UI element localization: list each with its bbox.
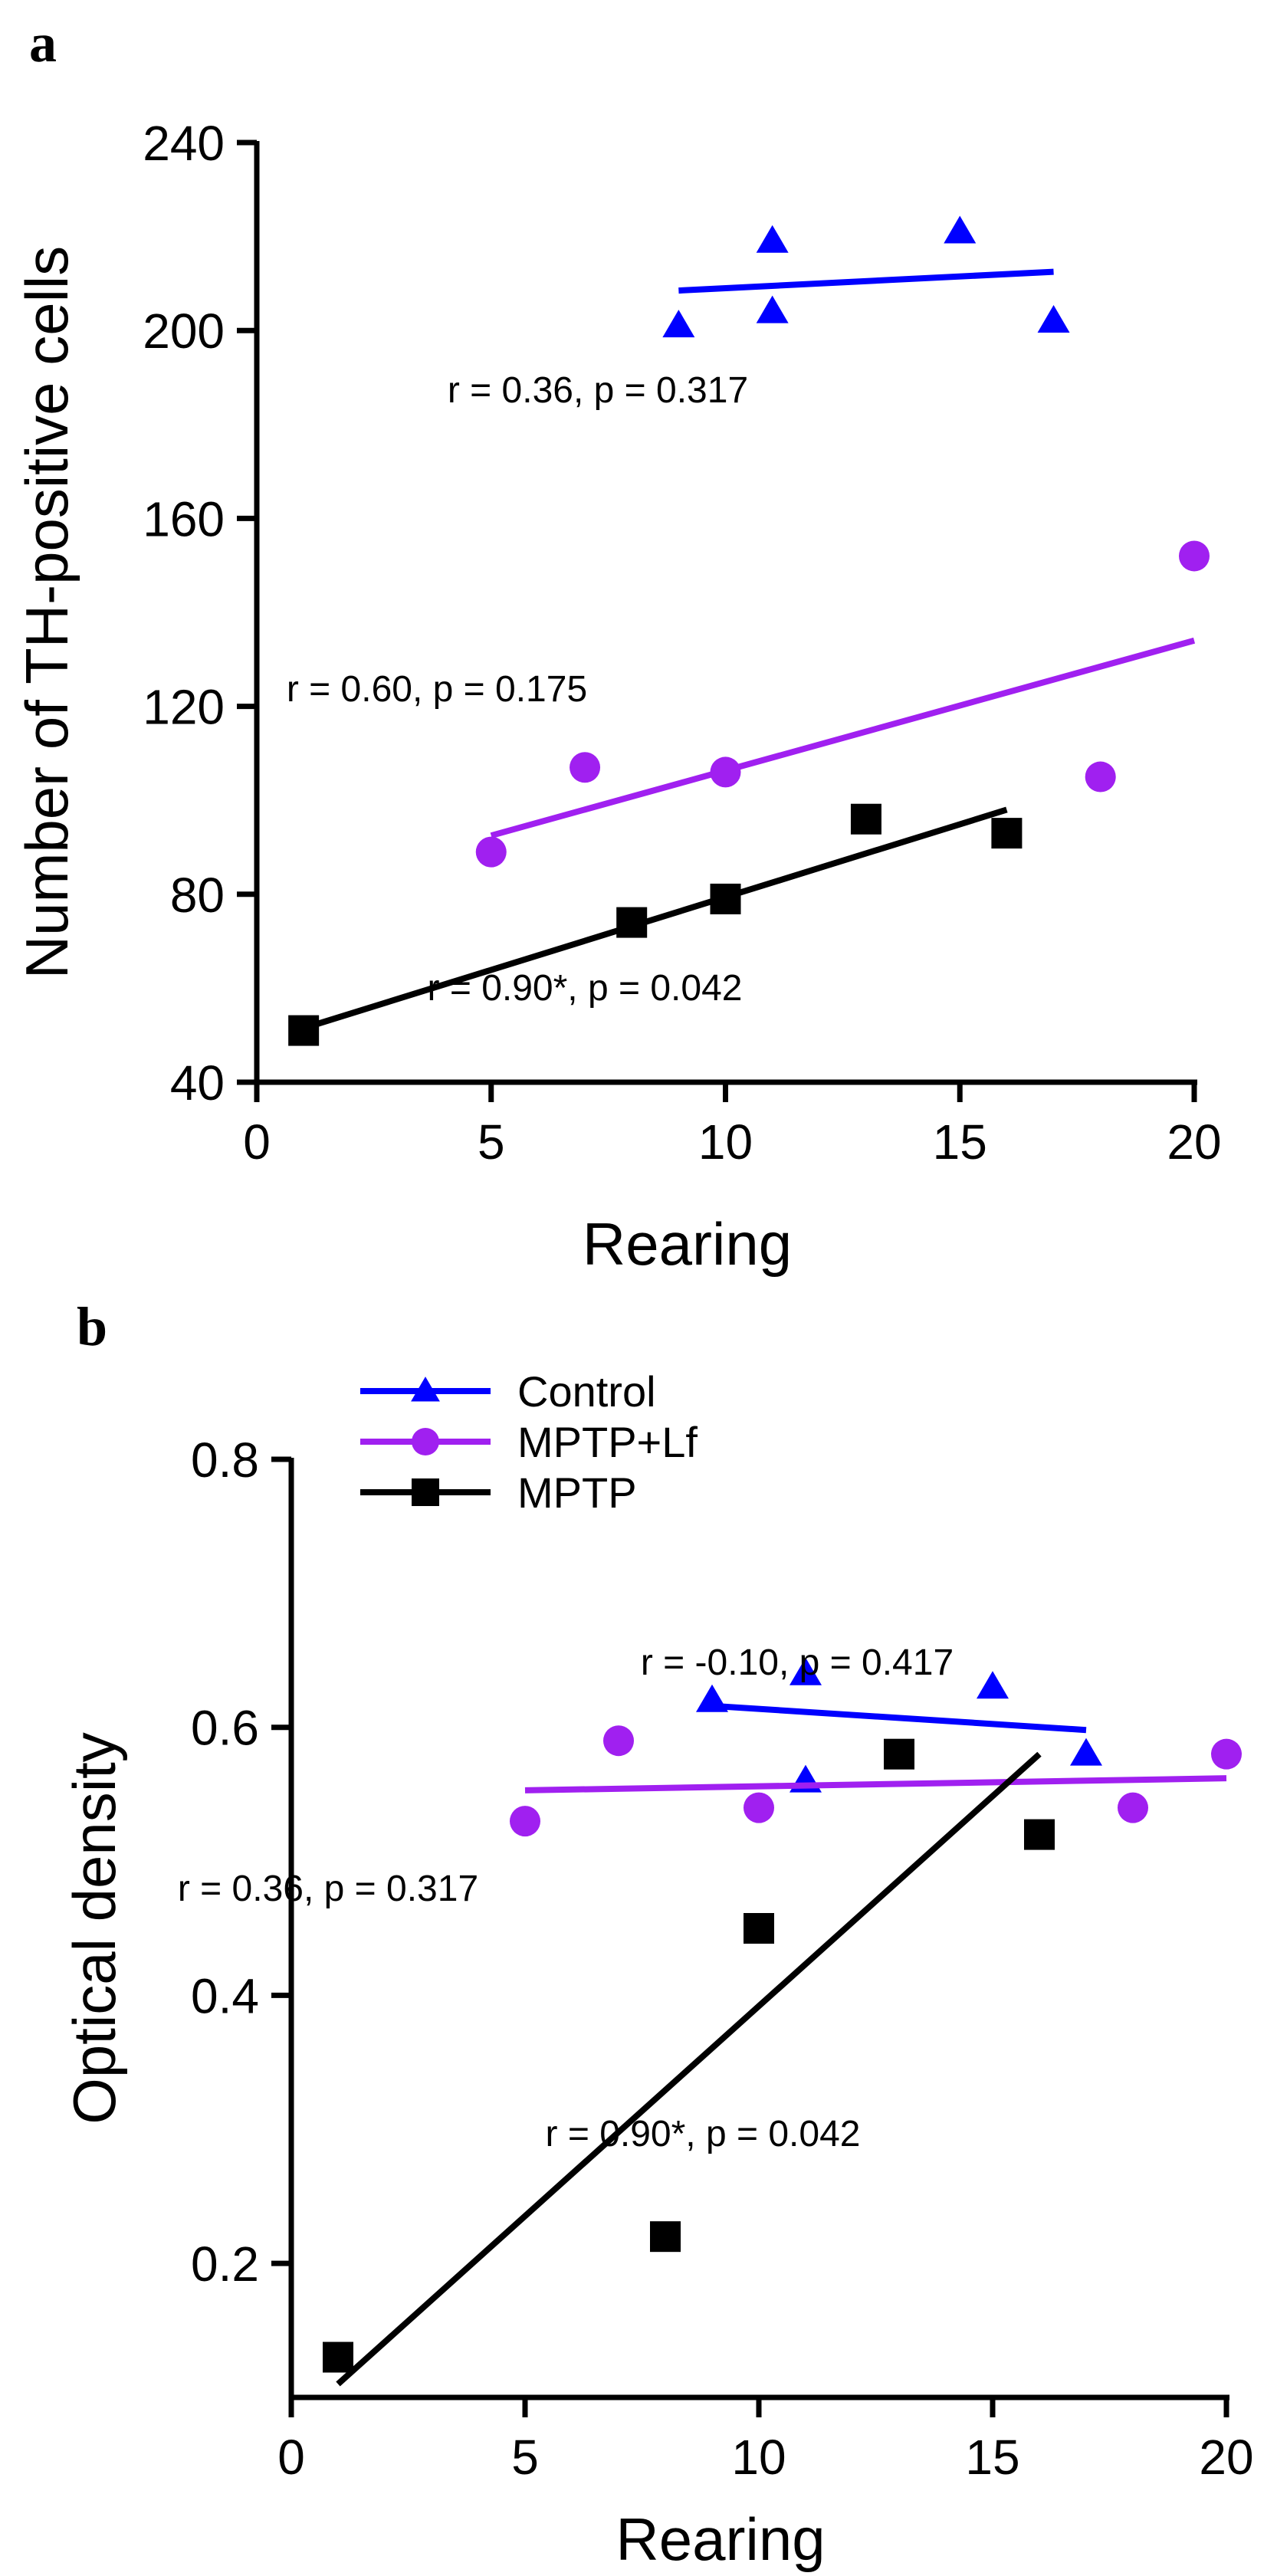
panel-b-x-tick-label: 0 (277, 2430, 305, 2485)
panel-b-chart: 0 5 10 15 20 0.2 0.4 0.6 0.8 Rearing Optical densi… (61, 1367, 1254, 2573)
panel-a-x-tick-label: 10 (698, 1114, 753, 1170)
panel-a-annotation-mptp: r = 0.90*, p = 0.042 (428, 968, 743, 1009)
panel-a-y-tick-label: 120 (143, 680, 225, 735)
panel-a-x-axis-title: Rearing (583, 1210, 792, 1278)
panel-b-legend-label-control: Control (517, 1367, 656, 1416)
panel-b-x-tick-label: 15 (965, 2430, 1019, 2485)
panel-a-y-tick-label: 200 (143, 304, 225, 359)
panel-a-chart: 0 5 10 15 20 40 80 120 160 200 240 Rearing Number of… (13, 116, 1222, 1278)
panel-a-x-tick-label: 20 (1167, 1114, 1221, 1170)
panel-b-series-mptp (323, 1738, 1055, 2387)
panel-a-point-control (756, 295, 789, 323)
panel-a-point-mptp-lf (1179, 540, 1210, 572)
panel-a-annotation-mptp-lf: r = 0.60, p = 0.175 (287, 669, 587, 710)
panel-a-series-mptp-lf (475, 540, 1210, 868)
panel-b-y-tick-label: 0.6 (191, 1701, 259, 1756)
panel-b-legend-label-mptp-lf: MPTP+Lf (517, 1418, 698, 1466)
panel-b-point-mptp-lf (510, 1806, 540, 1837)
panel-a-fit-line-control (678, 268, 1054, 294)
panel-a-x-tick-label: 15 (933, 1114, 987, 1170)
panel-a-point-control (944, 215, 977, 244)
panel-b-x-tick-label: 20 (1199, 2430, 1253, 2485)
panel-b-annotation-mptp: r = 0.90*, p = 0.042 (546, 2114, 861, 2154)
panel-a-y-tick-label: 40 (170, 1055, 225, 1111)
panel-a-x-tick-label: 5 (478, 1114, 505, 1170)
panel-a-point-mptp (850, 803, 881, 835)
panel-b-point-mptp-lf (1211, 1738, 1242, 1770)
panel-b-x-axis-title: Rearing (616, 2505, 825, 2573)
panel-b-annotation-mptp-lf: r = 0.36, p = 0.317 (178, 1869, 478, 1909)
panel-a-fit-line-mptp (302, 806, 1008, 1032)
panel-b-point-control (1070, 1738, 1102, 1766)
panel-b-series-mptp-lf (510, 1725, 1242, 1837)
panel-b-fit-line-control (711, 1702, 1087, 1734)
panel-b-y-axis-title: Optical density (61, 1732, 128, 2125)
panel-b-y-tick-label: 0.2 (191, 2236, 259, 2292)
panel-b-point-mptp (323, 2341, 353, 2373)
panel-a-y-axis-title: Number of TH-positive cells (13, 246, 80, 980)
panel-a-y-tick-label: 240 (143, 116, 225, 171)
panel-b-point-control (977, 1671, 1009, 1699)
panel-b-point-mptp-lf (603, 1725, 634, 1757)
panel-a-series-mptp (288, 803, 1023, 1046)
panel-a-annotation-control: r = 0.36, p = 0.317 (448, 370, 748, 411)
panel-b-legend-marker-mptp (412, 1478, 439, 1506)
panel-b-fit-line-mptp-lf (524, 1775, 1227, 1793)
panel-a-point-control (756, 225, 789, 253)
panel-a-point-mptp-lf (710, 756, 741, 788)
panel-a-point-mptp-lf (475, 836, 507, 868)
panel-b-point-mptp-lf (1118, 1792, 1148, 1823)
panel-b-legend-label-mptp: MPTP (517, 1468, 637, 1517)
panel-b-x-tick-label: 5 (511, 2430, 539, 2485)
panel-a-y-tick-label: 160 (143, 491, 225, 546)
panel-a-point-mptp (710, 883, 741, 914)
panel-b-y-tick-label: 0.4 (191, 1968, 259, 2023)
panel-a-point-control (1037, 304, 1070, 333)
panel-a-point-mptp-lf (570, 752, 601, 783)
panel-b-point-control (790, 1657, 822, 1685)
panel-b-point-mptp (650, 2221, 681, 2253)
panel-a-point-control (662, 310, 695, 338)
panel-a-point-mptp (616, 907, 648, 938)
panel-b-x-tick-label: 10 (731, 2430, 786, 2485)
panel-a-point-mptp-lf (1085, 761, 1116, 792)
panel-a-x-tick-label: 0 (243, 1114, 271, 1170)
panel-b-point-mptp-lf (744, 1792, 774, 1823)
panel-a-y-tick-label: 80 (170, 868, 225, 923)
panel-b-annotation-control: r = -0.10, p = 0.417 (641, 1642, 954, 1683)
panel-b-point-mptp (884, 1738, 914, 1770)
panel-letter-b: b (77, 1296, 107, 1357)
panel-a-point-mptp (288, 1015, 320, 1046)
panel-a-fit-line-mptp-lf (490, 637, 1196, 839)
panel-a-series-control (662, 215, 1070, 338)
panel-b-y-tick-label: 0.8 (191, 1432, 259, 1488)
panel-b-point-control (696, 1684, 728, 1712)
panel-letter-a: a (29, 12, 57, 74)
panel-b-point-mptp (1024, 1819, 1055, 1850)
panel-b-point-mptp (744, 1913, 774, 1944)
panel-b-legend-marker-control (411, 1377, 440, 1402)
panel-a-point-mptp (991, 818, 1023, 849)
panel-b-legend-marker-mptp-lf (412, 1428, 439, 1455)
panel-b-fit-line-mptp (336, 1751, 1042, 2387)
